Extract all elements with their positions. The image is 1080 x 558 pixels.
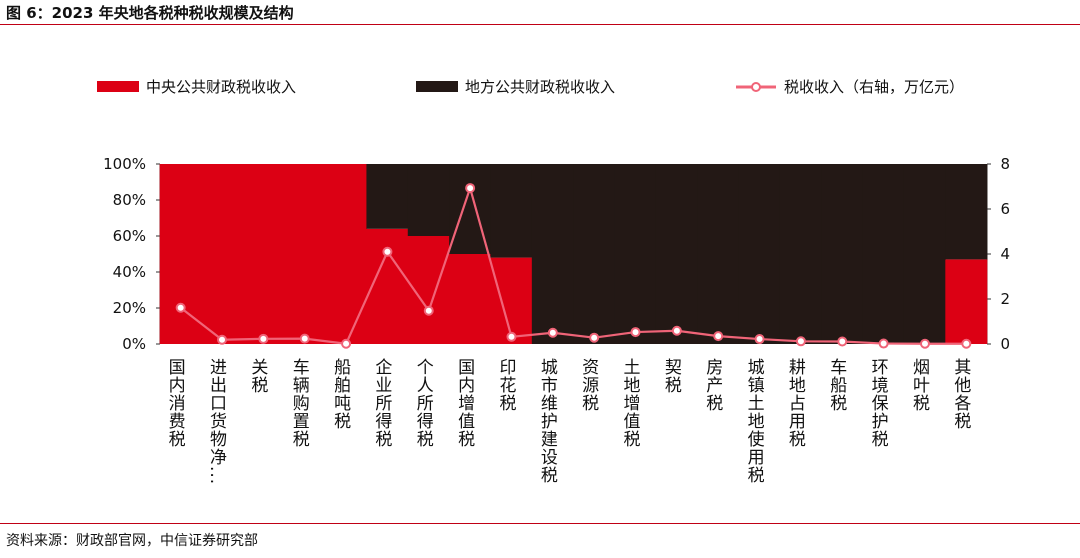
bar-local: [573, 164, 616, 344]
line-series: [180, 184, 967, 345]
bar-central: [201, 164, 244, 344]
line-point: [589, 332, 600, 343]
line-point: [217, 334, 228, 345]
line-point: [258, 333, 269, 344]
bar-local: [821, 164, 864, 344]
x-tick-label: 契税: [661, 358, 682, 394]
y-left-tick-label: 60%: [113, 227, 146, 245]
bar-local: [655, 164, 698, 344]
legend-label-central: 中央公共财政税收收入: [146, 78, 296, 96]
bar-local: [407, 164, 450, 236]
bar-local: [614, 164, 657, 344]
x-tick-label: 其他各税: [950, 358, 971, 430]
top-rule: [0, 24, 1080, 25]
bar-central: [490, 257, 533, 344]
plot-area: 0%20%40%60%80%100%02468国内消费税 进出口货物净... 关税车…: [103, 155, 1010, 485]
bar-central: [945, 259, 988, 344]
legend-item-line: 税收收入（右轴，万亿元）: [736, 78, 964, 96]
x-tick-label: 企业所得税: [371, 358, 392, 448]
bar-local: [738, 164, 781, 344]
source-note: 资料来源：财政部官网，中信证券研究部: [6, 533, 258, 549]
line-point: [423, 305, 434, 316]
line-point: [341, 338, 352, 349]
line-point: [630, 327, 641, 338]
legend: 中央公共财政税收收入 地方公共财政税收收入 税收收入（右轴，万亿元）: [97, 78, 964, 96]
bar-central: [325, 164, 368, 344]
bar-central: [449, 254, 492, 344]
y-right-tick-label: 8: [1000, 155, 1010, 173]
line-point: [547, 327, 558, 338]
x-tick-label: 城镇土地使用税: [744, 358, 765, 484]
x-tick-label: 车船税: [826, 358, 847, 412]
y-right-tick-label: 0: [1000, 335, 1010, 353]
line-point: [795, 336, 806, 347]
y-left-tick-label: 20%: [113, 299, 146, 317]
line-point: [837, 336, 848, 347]
bar-local: [903, 164, 946, 344]
bar-central: [159, 164, 202, 344]
figure-title: 图 6：2023 年央地各税种税收规模及结构: [6, 4, 294, 22]
x-tick-label: 国内消费税: [165, 358, 186, 448]
line-point: [961, 338, 972, 349]
bottom-rule: [0, 523, 1080, 524]
legend-item-local: 地方公共财政税收收入: [416, 78, 615, 96]
y-left-tick-label: 40%: [113, 263, 146, 281]
y-left-tick-label: 100%: [103, 155, 146, 173]
legend-label-line: 税收收入（右轴，万亿元）: [784, 78, 964, 96]
bar-central: [283, 164, 326, 344]
x-tick-label: 耕地占用税: [785, 358, 806, 448]
bar-local: [779, 164, 822, 344]
line-point: [382, 246, 393, 257]
bar-central: [242, 164, 285, 344]
legend-item-central: 中央公共财政税收收入: [97, 78, 296, 96]
legend-swatch-central: [97, 81, 139, 92]
line-point: [754, 334, 765, 345]
x-tick-label: 烟叶税: [909, 358, 930, 412]
y-right-tick-label: 4: [1000, 245, 1010, 263]
line-point: [506, 331, 517, 342]
x-tick-label: 船舶吨税: [330, 358, 351, 430]
line-point: [175, 302, 186, 313]
x-tick-label: 环境保护税: [868, 358, 889, 448]
x-tick-label: 关税: [247, 358, 268, 394]
x-tick-label: 车辆购置税: [289, 358, 310, 448]
line-point: [713, 331, 724, 342]
y-left-tick-label: 80%: [113, 191, 146, 209]
x-tick-label: 进出口货物净...: [206, 358, 227, 485]
legend-line-marker: [751, 82, 761, 92]
x-tick-label: 个人所得税: [413, 358, 434, 448]
line-point: [465, 183, 476, 194]
bar-local: [945, 164, 988, 260]
line-point: [878, 338, 889, 349]
y-left-tick-label: 0%: [122, 335, 146, 353]
bar-local: [490, 164, 533, 258]
bar-local: [697, 164, 740, 344]
bar-local: [531, 164, 574, 344]
x-tick-label: 房产税: [702, 358, 723, 412]
x-tick-label: 资源税: [578, 358, 599, 412]
legend-swatch-local: [416, 81, 458, 92]
x-tick-label: 印花税: [495, 358, 515, 412]
y-right-tick-label: 6: [1000, 200, 1010, 218]
line-point: [299, 333, 310, 344]
line-point: [919, 338, 930, 349]
x-tick-label: 国内增值税: [454, 358, 475, 448]
x-tick-label: 土地增值税: [620, 358, 641, 448]
y-right-tick-label: 2: [1000, 290, 1010, 308]
bar-local: [862, 164, 905, 344]
line-point: [671, 325, 682, 336]
legend-label-local: 地方公共财政税收收入: [465, 78, 615, 96]
x-tick-label: 城市维护建设税: [537, 358, 558, 484]
bar-local: [366, 164, 409, 229]
